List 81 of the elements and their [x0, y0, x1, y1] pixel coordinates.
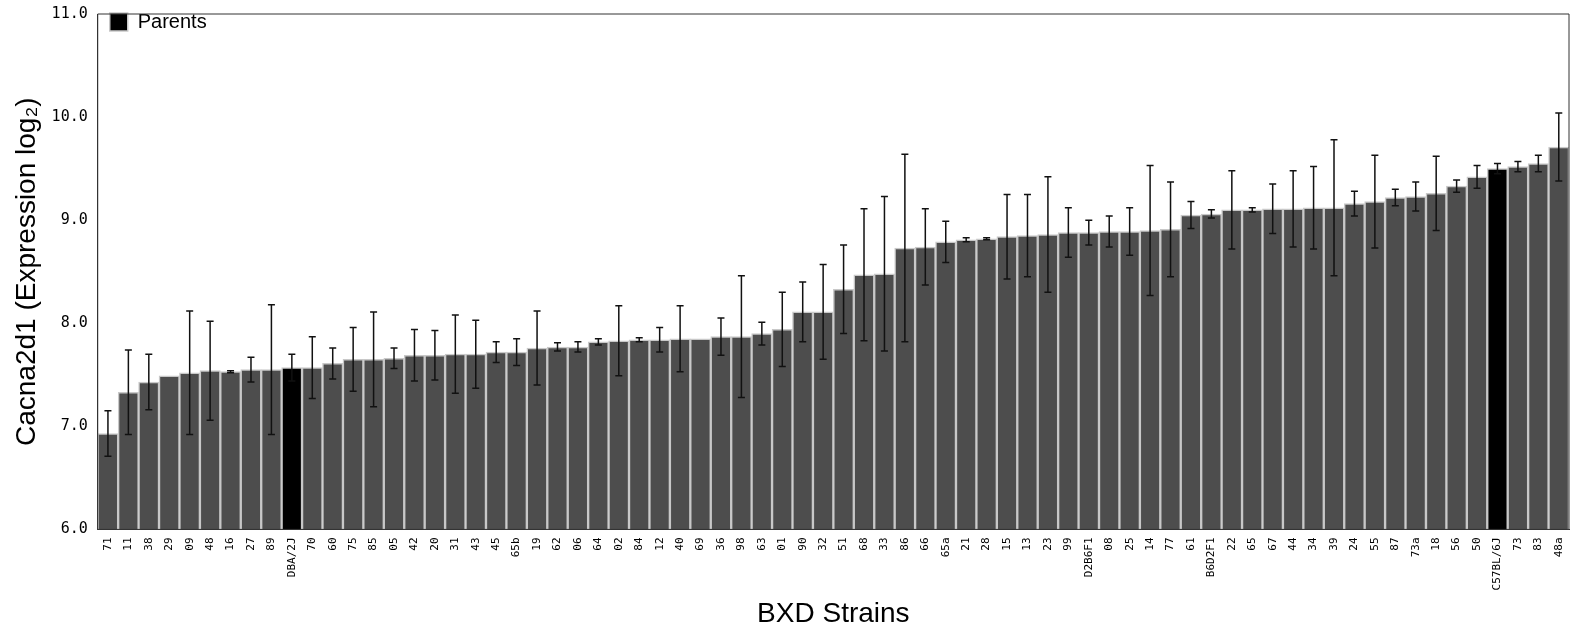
x-tick-label: 48a — [1551, 537, 1565, 558]
x-tick-label: 67 — [1265, 537, 1279, 551]
x-tick-label: 85 — [366, 537, 380, 551]
x-tick-label: 32 — [816, 537, 829, 551]
x-tick-label: C57BL/6J — [1490, 537, 1504, 591]
legend-label: Parents — [137, 9, 207, 32]
x-tick-label: 45 — [489, 537, 503, 551]
x-tick-label: 31 — [448, 537, 462, 551]
x-tick-label: 62 — [550, 537, 564, 551]
x-tick-label: 61 — [1183, 537, 1197, 551]
x-tick-label: 68 — [856, 537, 870, 551]
x-tick-label: 50 — [1469, 537, 1483, 551]
x-tick-label: 18 — [1429, 537, 1443, 551]
x-tick-label: 09 — [182, 537, 196, 551]
x-tick-label: 05 — [386, 537, 400, 551]
x-tick-label: 65a — [938, 537, 952, 558]
x-tick-label: 48 — [202, 537, 216, 551]
x-tick-label: 98 — [734, 537, 748, 551]
x-tick-label: 29 — [162, 537, 176, 551]
y-tick-label: 11.0 — [51, 3, 88, 22]
x-tick-label: 14 — [1142, 537, 1156, 551]
x-tick-label: DBA/2J — [284, 537, 298, 578]
x-tick-label: 28 — [979, 537, 993, 551]
x-tick-label: 39 — [1326, 537, 1340, 551]
x-tick-label: 77 — [1163, 537, 1177, 551]
x-tick-label: 01 — [775, 537, 789, 551]
y-tick-label: 8.0 — [60, 313, 88, 332]
x-tick-label: 99 — [1061, 537, 1075, 551]
x-tick-label: 08 — [1102, 537, 1116, 551]
x-tick-label: 38 — [141, 537, 155, 551]
x-tick-label: 12 — [652, 537, 666, 551]
x-tick-label: 86 — [897, 537, 911, 551]
x-tick-label: 71 — [100, 537, 114, 551]
x-tick-label: 25 — [1122, 537, 1136, 551]
x-tick-label: 40 — [672, 537, 686, 551]
x-tick-label: 36 — [713, 537, 727, 551]
x-tick-label: 24 — [1347, 537, 1361, 551]
x-axis-title: BXD Strains — [757, 596, 910, 628]
x-tick-label: 43 — [468, 537, 482, 551]
y-axis-title: Cacna2d1 (Expression log₂) — [9, 97, 41, 447]
x-tick-label: 73a — [1408, 537, 1422, 558]
x-tick-label: 27 — [243, 537, 257, 551]
y-tick-label: 6.0 — [60, 519, 88, 538]
x-tick-label: 65 — [1245, 537, 1259, 551]
y-tick-label: 7.0 — [60, 416, 88, 435]
x-tick-label: 90 — [795, 537, 809, 551]
x-tick-label: 44 — [1285, 537, 1299, 551]
x-tick-label: B6D2F1 — [1204, 537, 1218, 578]
x-tick-label: 69 — [693, 537, 707, 551]
x-tick-label: 84 — [632, 537, 646, 551]
x-tick-label: 66 — [918, 537, 932, 551]
x-tick-label: 56 — [1449, 537, 1463, 551]
x-tick-label: 51 — [836, 537, 850, 551]
x-tick-label: 02 — [611, 537, 625, 551]
x-tick-label: 11 — [121, 537, 135, 551]
x-tick-label: 42 — [407, 537, 421, 551]
x-tick-label: 06 — [570, 537, 584, 551]
x-tick-label: 33 — [877, 537, 891, 551]
y-tick-label: 9.0 — [60, 210, 88, 229]
x-tick-label: 70 — [305, 537, 319, 551]
x-tick-label: 16 — [223, 537, 237, 551]
x-tick-label: 20 — [427, 537, 441, 551]
x-tick-label: D2B6F1 — [1081, 537, 1095, 578]
x-tick-label: 60 — [325, 537, 339, 551]
x-tick-label: 65b — [509, 537, 523, 558]
x-tick-label: 15 — [999, 537, 1013, 551]
x-tick-label: 75 — [346, 537, 360, 551]
x-tick-label: 83 — [1531, 537, 1545, 551]
x-tick-label: 64 — [591, 537, 605, 551]
x-tick-label: 13 — [1020, 537, 1034, 551]
x-tick-label: 19 — [529, 537, 543, 551]
x-tick-label: 89 — [264, 537, 278, 551]
x-tick-label: 73 — [1510, 537, 1524, 551]
y-tick-label: 10.0 — [51, 106, 88, 125]
x-tick-label: 87 — [1388, 537, 1402, 551]
x-tick-label: 22 — [1224, 537, 1238, 551]
x-tick-label: 23 — [1040, 537, 1054, 551]
x-tick-label: 55 — [1367, 537, 1381, 551]
x-tick-label: 21 — [959, 537, 973, 551]
x-tick-label: 34 — [1306, 537, 1320, 551]
x-tick-label: 63 — [754, 537, 768, 551]
